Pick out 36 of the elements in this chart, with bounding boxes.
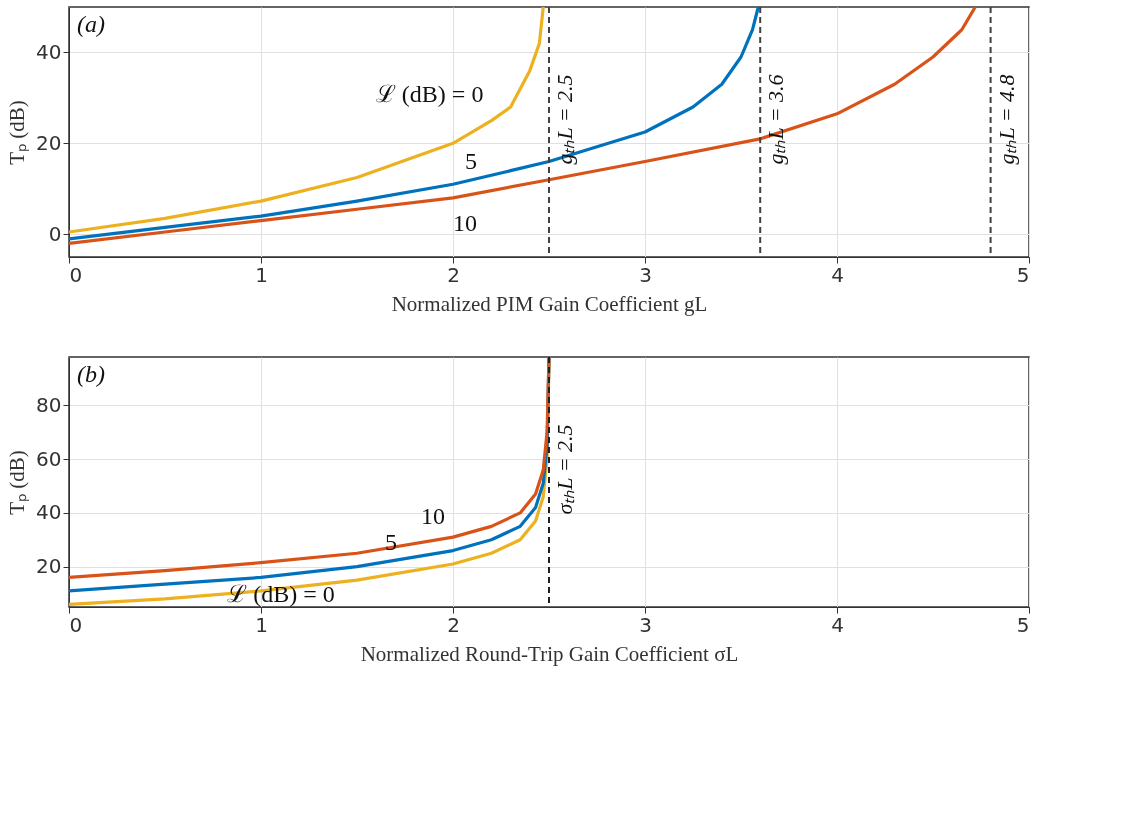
x-tick-label: 5	[1016, 262, 1030, 287]
x-tick-label: 4	[831, 612, 844, 637]
line-series	[69, 7, 545, 234]
x-tick-label: 5	[1016, 612, 1030, 637]
annotation: 10	[453, 209, 477, 236]
x-tick-label: 2	[447, 262, 460, 287]
annotation: (a)	[77, 11, 105, 37]
annotation: 10	[421, 503, 445, 530]
y-tick-label: 0	[48, 221, 62, 246]
x-axis-title: Normalized PIM Gain Coefficient gL	[391, 291, 708, 316]
y-axis-title: Tₚ (dB)	[5, 450, 31, 515]
y-tick-label: 40	[36, 39, 62, 64]
ref-line-label: gₜₕL = 4.8	[993, 74, 1019, 165]
y-tick-label: 20	[36, 554, 62, 579]
y-axis-title: Tₚ (dB)	[5, 100, 31, 165]
line-series	[69, 7, 977, 245]
x-tick-label: 4	[831, 262, 844, 287]
y-tick-label: 20	[36, 130, 62, 155]
y-tick-label: 80	[36, 392, 62, 417]
y-tick-label: 60	[36, 446, 62, 471]
line-series	[69, 7, 760, 241]
x-tick-label: 1	[255, 612, 268, 637]
ref-line-label: gₜₕL = 3.6	[763, 74, 789, 165]
x-tick-label: 2	[447, 612, 460, 637]
ref-line-label: σₜₕL = 2.5	[552, 424, 577, 515]
x-axis-title: Normalized Round-Trip Gain Coefficient σL	[360, 641, 739, 666]
x-tick-label: 3	[639, 612, 652, 637]
y-tick-label: 40	[36, 500, 62, 525]
annotation: 5	[465, 148, 477, 175]
x-tick-label: 0	[69, 612, 83, 637]
ref-line-label: gₜₕL = 2.5	[552, 74, 577, 165]
x-tick-label: 3	[639, 262, 652, 287]
annotation: ℒ (dB) = 0	[375, 80, 484, 107]
x-tick-label: 1	[255, 262, 268, 287]
x-tick-label: 0	[69, 262, 83, 287]
annotation: (b)	[77, 361, 105, 387]
